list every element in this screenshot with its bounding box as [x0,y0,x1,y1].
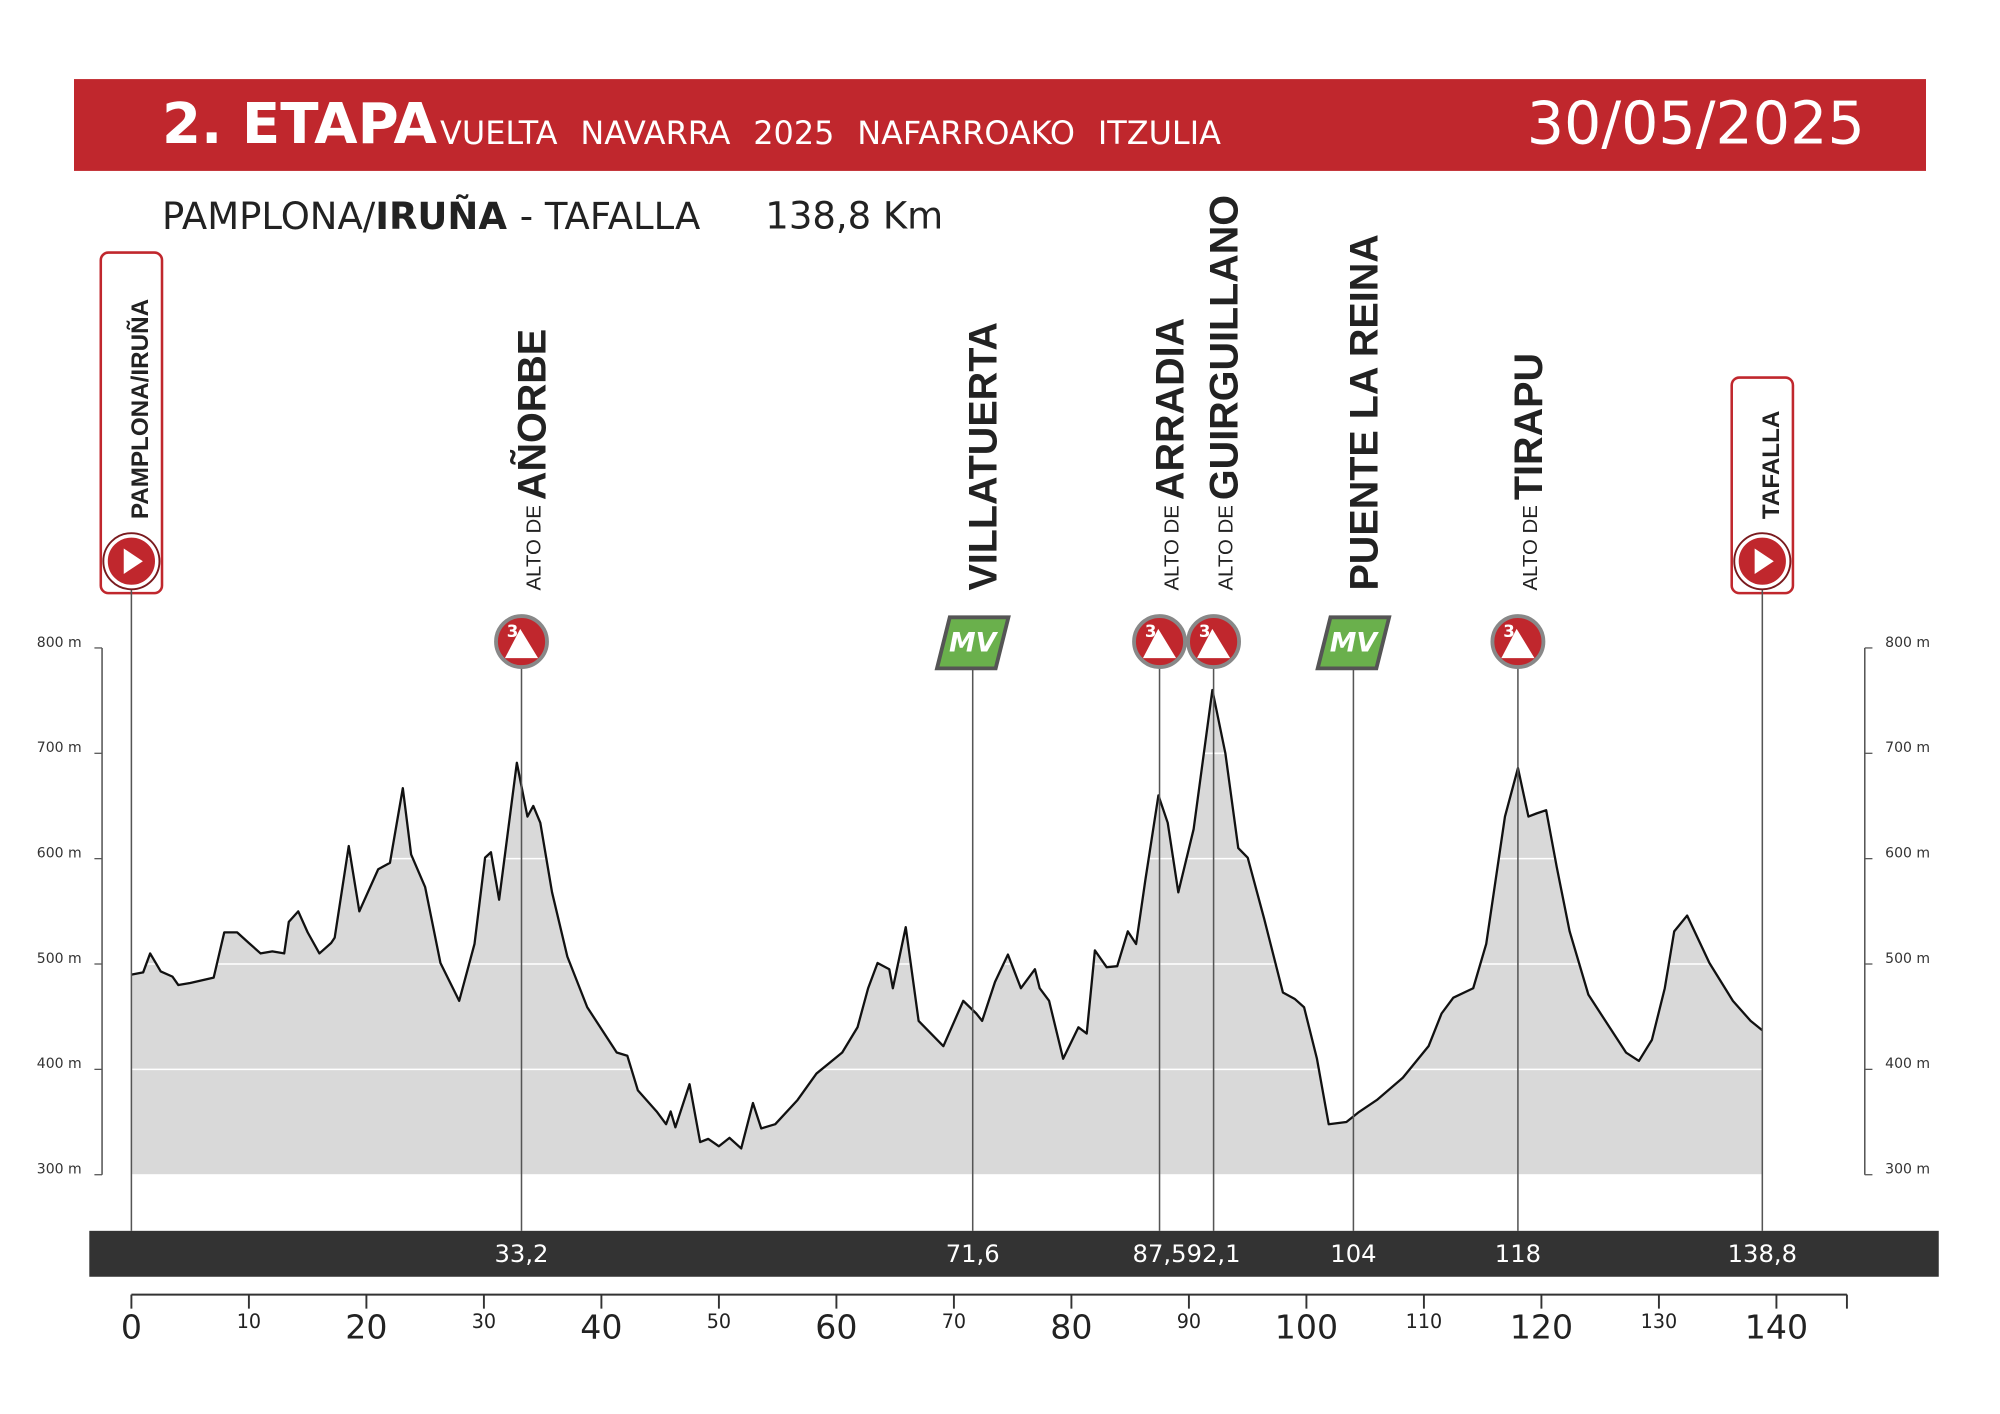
waypoint-label: ALTO DE ARRADIA [1149,318,1193,591]
y-tick-label: 800 m [37,635,82,651]
waypoint-name: GUIRGUILLANO [1203,195,1247,500]
waypoint-km: 33,2 [495,1240,549,1268]
y-tick-label: 300 m [37,1162,82,1178]
climb-category: 3 [1503,622,1515,641]
distance: 138,8 Km [765,195,943,238]
x-tick-label: 20 [345,1308,387,1347]
x-tick-label: 80 [1050,1308,1092,1347]
waypoint-km: 71,6 [946,1240,1000,1268]
profile-fill [131,690,1763,1175]
title: 2. ETAPA [162,92,438,157]
y2-tick-label: 400 m [1885,1056,1930,1072]
y-tick-label: 600 m [37,846,82,862]
x-tick-label: 140 [1745,1308,1808,1347]
waypoint-name: VILLATUERTA [962,322,1006,591]
route: PAMPLONA/IRUÑA - TAFALLA [162,194,700,238]
x-tick-label: 130 [1641,1310,1678,1333]
waypoint-name: TAFALLA [1758,411,1785,520]
x-tick-label: 60 [815,1308,857,1347]
y2-tick-label: 300 m [1885,1162,1930,1178]
x-tick-label: 90 [1177,1310,1201,1333]
waypoint-label: VILLATUERTA [962,322,1006,591]
x-tick-label: 50 [707,1310,731,1333]
waypoint-label: PUENTE LA REINA [1343,234,1387,590]
route-start: PAMPLONA/ [162,195,376,238]
y2-tick-label: 800 m [1885,635,1930,651]
sprint-icon [1315,615,1392,671]
x-tick-label: 110 [1406,1310,1443,1333]
waypoint-name: TIRAPU [1507,353,1551,500]
climb-mountain [1197,628,1231,659]
y-tick-label: 700 m [37,740,82,756]
y-tick-label: 500 m [37,951,82,967]
waypoint-name: ARRADIA [1149,318,1193,500]
waypoint-km: 104 [1330,1240,1376,1268]
sprint-category: MV [1330,628,1380,659]
climb-mountain [1142,628,1177,659]
subtitle: VUELTA NAVARRA 2025 NAFARROAKO ITZULIA [440,114,1221,152]
waypoint-arrow [123,548,143,574]
x-tick-label: 120 [1510,1308,1573,1347]
waypoint-name: AÑORBE [511,329,555,500]
waypoint-arrow [1754,548,1774,574]
waypoint-name: PUENTE LA REINA [1343,234,1387,590]
y-tick-label: 400 m [37,1056,82,1072]
waypoint-prefix: ALTO DE [1216,505,1238,590]
waypoint-icon-ring [1733,532,1792,591]
waypoint-label: ALTO DE TIRAPU [1507,353,1551,591]
climb-category: 3 [1199,622,1211,641]
y2-tick-label: 500 m [1885,951,1930,967]
waypoint-km: 87,5 [1133,1240,1187,1268]
x-tick-label: 0 [121,1308,142,1347]
waypoint-label: ALTO DE GUIRGUILLANO [1203,195,1247,591]
sprint-category: MV [949,628,999,659]
waypoint-icon-ring [102,532,161,591]
x-tick-label: 30 [472,1310,496,1333]
waypoint-prefix: ALTO DE [524,505,546,590]
waypoint-prefix: ALTO DE [1162,505,1184,590]
waypoint-km: 118 [1495,1240,1541,1268]
x-tick-label: 100 [1275,1308,1338,1347]
waypoint-prefix: ALTO DE [1520,505,1542,590]
x-tick-label: 70 [942,1310,966,1333]
date: 30/05/2025 [1527,90,1865,158]
waypoint-km: 92,1 [1187,1240,1241,1268]
banner [73,79,1927,171]
route-end: - TAFALLA [520,195,701,238]
waypoint-km: 138,8 [1728,1240,1797,1268]
profile-line [131,688,1764,1150]
y2-tick-label: 700 m [1885,740,1930,756]
sprint-icon [934,615,1011,671]
climb-category: 3 [507,622,519,641]
x-tick-label: 10 [237,1310,261,1333]
waypoint-label: ALTO DE AÑORBE [511,329,555,591]
climb-mountain [1501,628,1535,659]
route-start-bold: IRUÑA [375,194,507,238]
y2-tick-label: 600 m [1885,846,1930,862]
climb-mountain [504,628,539,659]
x-tick-label: 40 [580,1308,622,1347]
km-bar [89,1230,1939,1277]
climb-category: 3 [1145,622,1157,641]
waypoint-name: PAMPLONA/IRUÑA [126,299,154,519]
